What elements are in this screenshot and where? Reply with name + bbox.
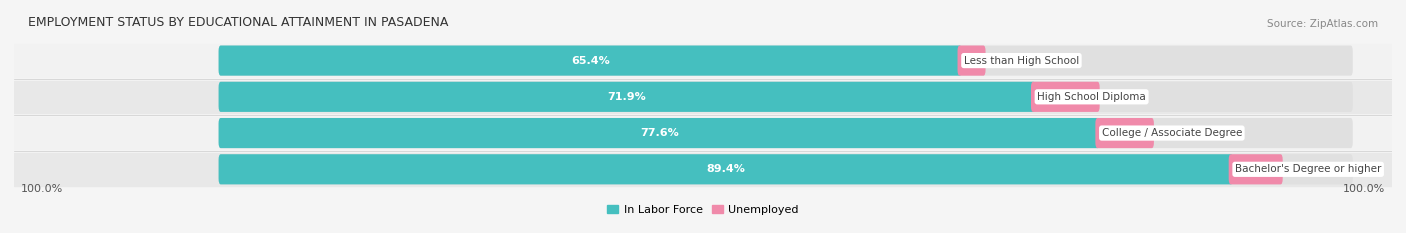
Text: Less than High School: Less than High School [963, 56, 1078, 65]
Text: Source: ZipAtlas.com: Source: ZipAtlas.com [1267, 19, 1378, 29]
FancyBboxPatch shape [218, 154, 1233, 184]
Text: 2.1%: 2.1% [994, 56, 1022, 65]
Legend: In Labor Force, Unemployed: In Labor Force, Unemployed [607, 205, 799, 215]
Text: 65.4%: 65.4% [571, 56, 610, 65]
FancyBboxPatch shape [218, 118, 1353, 148]
Text: High School Diploma: High School Diploma [1038, 92, 1146, 102]
Bar [14, 153, 1392, 186]
Bar [14, 81, 1392, 113]
Bar [14, 117, 1392, 149]
FancyBboxPatch shape [218, 82, 1035, 112]
Text: 4.4%: 4.4% [1292, 164, 1320, 174]
Text: 71.9%: 71.9% [607, 92, 647, 102]
FancyBboxPatch shape [218, 45, 1353, 76]
FancyBboxPatch shape [218, 118, 1099, 148]
FancyBboxPatch shape [218, 82, 1353, 112]
Bar [14, 44, 1392, 77]
FancyBboxPatch shape [1229, 154, 1282, 184]
Text: 4.8%: 4.8% [1163, 128, 1191, 138]
FancyBboxPatch shape [1031, 82, 1099, 112]
FancyBboxPatch shape [218, 154, 1353, 184]
Text: EMPLOYMENT STATUS BY EDUCATIONAL ATTAINMENT IN PASADENA: EMPLOYMENT STATUS BY EDUCATIONAL ATTAINM… [28, 16, 449, 29]
Text: 100.0%: 100.0% [1343, 184, 1385, 194]
Text: Bachelor's Degree or higher: Bachelor's Degree or higher [1234, 164, 1381, 174]
FancyBboxPatch shape [957, 45, 986, 76]
FancyBboxPatch shape [1095, 118, 1154, 148]
FancyBboxPatch shape [218, 45, 962, 76]
Text: 89.4%: 89.4% [706, 164, 745, 174]
Text: 5.7%: 5.7% [1108, 92, 1137, 102]
Text: College / Associate Degree: College / Associate Degree [1102, 128, 1241, 138]
Text: 100.0%: 100.0% [21, 184, 63, 194]
Text: 77.6%: 77.6% [640, 128, 679, 138]
